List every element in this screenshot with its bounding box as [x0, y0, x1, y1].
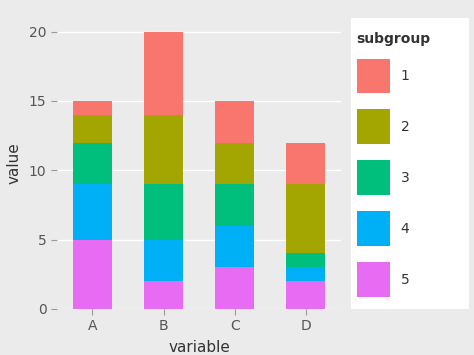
- Bar: [215, 226, 254, 267]
- Bar: [286, 281, 325, 309]
- Bar: [144, 184, 183, 240]
- Bar: [144, 115, 183, 184]
- FancyBboxPatch shape: [356, 211, 390, 246]
- Bar: [73, 101, 112, 115]
- Bar: [286, 142, 325, 184]
- Text: subgroup: subgroup: [356, 32, 431, 46]
- Bar: [73, 240, 112, 309]
- Bar: [215, 101, 254, 142]
- Text: 3: 3: [401, 171, 409, 185]
- Y-axis label: value: value: [7, 142, 22, 184]
- Bar: [215, 142, 254, 184]
- Bar: [73, 115, 112, 142]
- Text: 2: 2: [401, 120, 409, 134]
- Bar: [144, 32, 183, 115]
- Bar: [286, 184, 325, 253]
- Bar: [144, 240, 183, 281]
- X-axis label: variable: variable: [168, 340, 230, 355]
- FancyBboxPatch shape: [356, 160, 390, 195]
- Text: 4: 4: [401, 222, 409, 236]
- Bar: [286, 253, 325, 267]
- Bar: [73, 142, 112, 184]
- Bar: [286, 267, 325, 281]
- FancyBboxPatch shape: [356, 109, 390, 144]
- FancyBboxPatch shape: [356, 59, 390, 93]
- FancyBboxPatch shape: [356, 262, 390, 297]
- Bar: [73, 184, 112, 240]
- Text: 5: 5: [401, 273, 409, 287]
- Bar: [215, 267, 254, 309]
- Bar: [215, 184, 254, 226]
- Bar: [144, 281, 183, 309]
- Text: 1: 1: [401, 69, 410, 83]
